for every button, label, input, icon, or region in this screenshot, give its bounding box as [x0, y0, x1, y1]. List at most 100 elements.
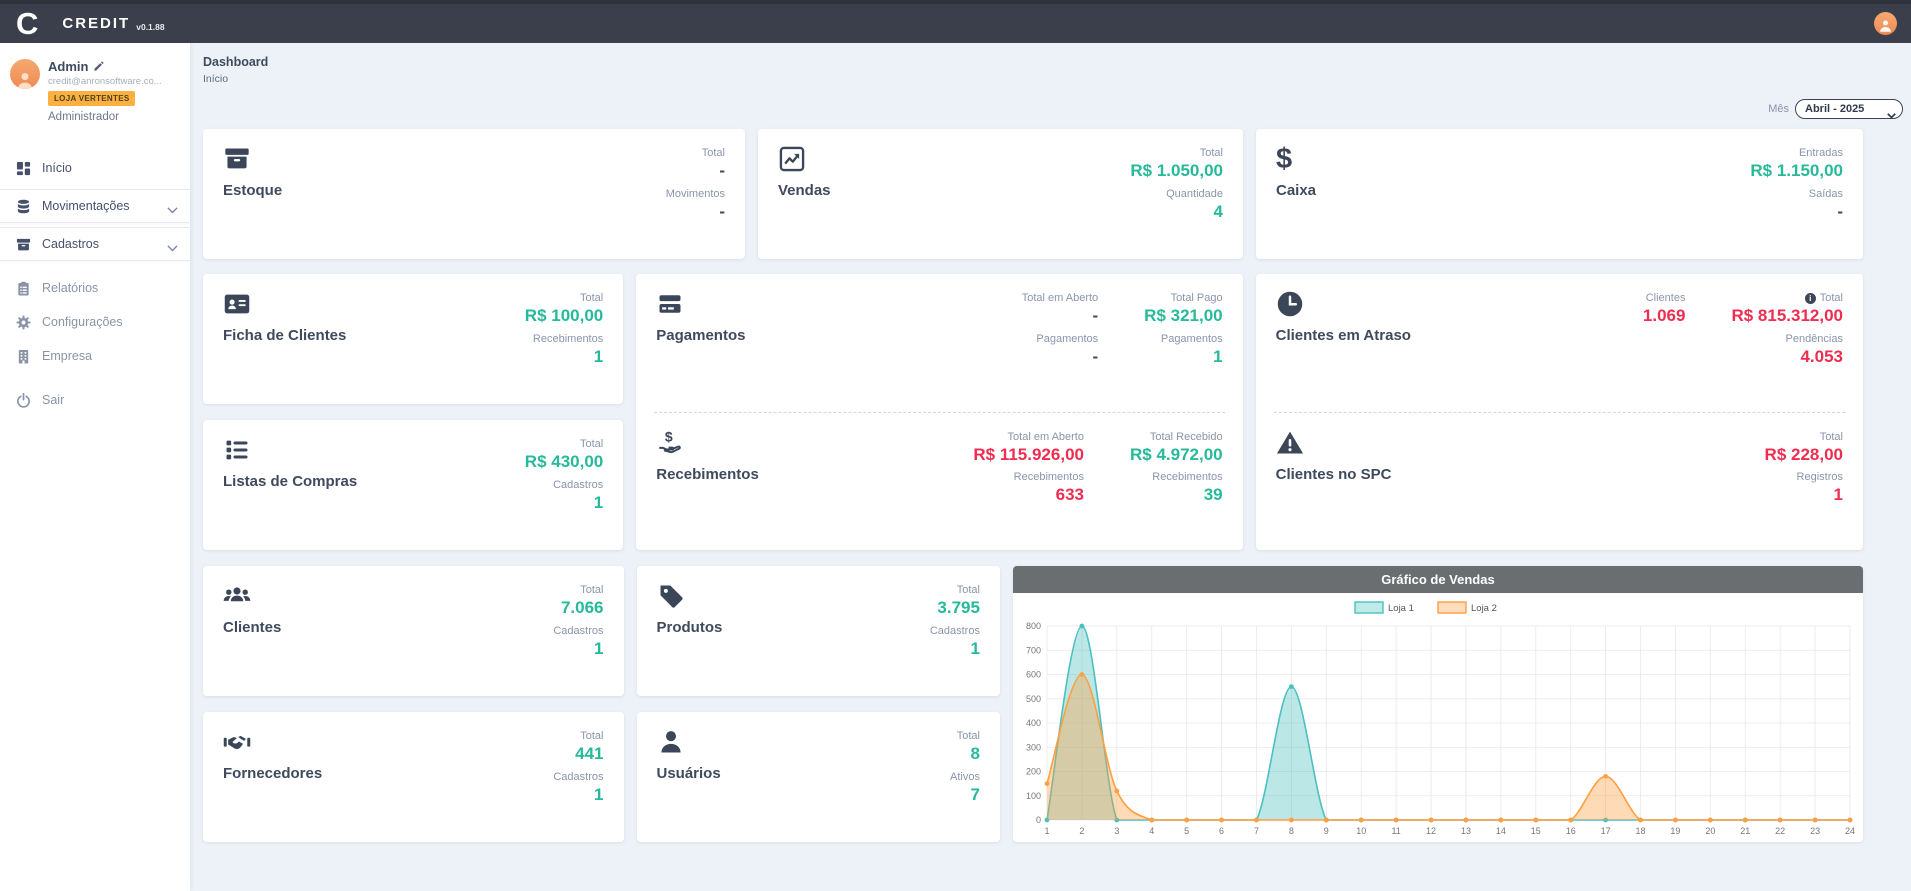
- svg-text:14: 14: [1496, 826, 1506, 836]
- stat-label: Total em Aberto: [1021, 292, 1099, 304]
- card-title: Listas de Compras: [223, 473, 358, 490]
- stat-value: -: [1092, 306, 1099, 325]
- stat-label: Total: [956, 730, 980, 742]
- stat-value: 39: [1203, 485, 1223, 505]
- svg-text:2: 2: [1079, 826, 1084, 836]
- app-version: v0.1.88: [136, 21, 165, 32]
- user-role: Administrador: [48, 111, 119, 123]
- divider: [1273, 411, 1845, 413]
- stat-label: Movimentos: [665, 187, 725, 200]
- sidebar-item-empresa[interactable]: Empresa: [0, 339, 190, 373]
- month-label: Mês: [1768, 103, 1789, 115]
- stat-label: Total: [580, 584, 604, 596]
- stat-value: 3.795: [937, 598, 980, 617]
- stat-value: 4.053: [1800, 346, 1843, 366]
- stat-label: Pendências: [1785, 332, 1844, 345]
- edit-pencil-icon[interactable]: [93, 61, 104, 72]
- stat-value: 4: [1213, 201, 1223, 221]
- stat-label: Cadastros: [553, 478, 604, 491]
- stat-value: R$ 228,00: [1764, 444, 1843, 464]
- stat-value: 1: [1213, 346, 1223, 366]
- grid-icon: [16, 161, 31, 176]
- svg-text:500: 500: [1026, 694, 1041, 704]
- stat-label: Total: [956, 584, 980, 596]
- tag-icon: [657, 582, 685, 610]
- svg-text:0: 0: [1036, 815, 1041, 825]
- stat-value: 633: [1055, 485, 1084, 505]
- avatar: [10, 59, 40, 89]
- card-listas-de-compras: Listas de Compras Total R$ 430,00 Cadast…: [203, 420, 624, 550]
- svg-text:7: 7: [1254, 826, 1259, 836]
- stat-value: R$ 430,00: [524, 452, 604, 471]
- card-estoque: Estoque Total - Movimentos -: [203, 129, 745, 259]
- svg-text:400: 400: [1026, 718, 1041, 728]
- user-icon: [657, 728, 685, 756]
- stat-value: R$ 1.050,00: [1130, 161, 1223, 180]
- stat-value: -: [719, 161, 725, 180]
- svg-text:5: 5: [1184, 826, 1189, 836]
- sidebar-item-label: Movimentações: [42, 199, 130, 213]
- svg-text:9: 9: [1324, 826, 1329, 836]
- sidebar-item-label: Cadastros: [42, 237, 99, 251]
- stat-value: 8: [970, 744, 980, 763]
- card-pagamentos-recebimentos: Pagamentos Total em Aberto - Pagamentos …: [636, 274, 1243, 551]
- card-title: Recebimentos: [656, 465, 759, 483]
- page-subtitle: Início: [203, 73, 229, 85]
- section-pagamentos: Pagamentos Total em Aberto - Pagamentos …: [636, 274, 1242, 412]
- svg-text:4: 4: [1149, 826, 1154, 836]
- sidebar-item-relatorios[interactable]: Relatórios: [0, 271, 190, 305]
- month-filter-row: Mês Abril - 2025: [203, 99, 1903, 119]
- topbar: C CREDIT v0.1.88: [0, 0, 1911, 43]
- stat-label: Recebimentos: [1152, 471, 1223, 484]
- chart-title: Gráfico de Vendas: [1012, 566, 1863, 593]
- stat-value: 441: [575, 744, 604, 763]
- section-recebimentos: $ Recebimentos Total em Aberto R$ 115.92…: [636, 413, 1242, 551]
- sidebar-item-label: Empresa: [42, 349, 93, 363]
- app-logo[interactable]: C: [16, 5, 39, 41]
- sidebar-item-cadastros[interactable]: Cadastros: [0, 227, 190, 261]
- stat-value: R$ 100,00: [524, 306, 604, 325]
- power-icon: [16, 392, 31, 408]
- svg-text:Loja 1: Loja 1: [1388, 603, 1414, 614]
- sidebar-item-sair[interactable]: Sair: [0, 383, 190, 417]
- info-icon[interactable]: i: [1804, 292, 1816, 304]
- svg-text:20: 20: [1705, 826, 1715, 836]
- stat-label: Cadastros: [553, 770, 604, 783]
- divider: [654, 411, 1225, 413]
- sidebar-item-inicio[interactable]: Início: [0, 151, 190, 185]
- sidebar-item-movimentacoes[interactable]: Movimentações: [0, 189, 190, 223]
- stat-value: 1: [1833, 485, 1843, 505]
- id-card-icon: [223, 290, 251, 318]
- sidebar-item-configuracoes[interactable]: Configurações: [0, 305, 190, 339]
- user-menu-avatar[interactable]: [1874, 12, 1897, 35]
- card-produtos: Produtos Total 3.795 Cadastros 1: [636, 566, 1000, 696]
- stat-label: Total Pago: [1170, 292, 1223, 304]
- stat-value: 1: [594, 784, 604, 804]
- card-title: Clientes em Atraso: [1275, 327, 1411, 344]
- svg-text:100: 100: [1026, 791, 1041, 801]
- chart-line-icon: [778, 145, 806, 173]
- month-select[interactable]: Abril - 2025: [1795, 99, 1903, 119]
- svg-text:23: 23: [1810, 826, 1820, 836]
- person-icon: [1880, 20, 1891, 32]
- card-caixa: $ Caixa Entradas R$ 1.150,00 Saídas -: [1256, 129, 1863, 259]
- stat-label: Total: [701, 147, 725, 159]
- dashboard-cards: Estoque Total - Movimentos - Vendas Tota…: [203, 129, 1863, 842]
- stat-value: -: [1837, 201, 1843, 221]
- page-title: Dashboard: [203, 55, 269, 69]
- card-title: Produtos: [656, 619, 723, 636]
- stat-label: Total: [1199, 147, 1223, 159]
- stat-value: 1: [593, 346, 604, 366]
- sidebar-item-label: Sair: [42, 393, 65, 407]
- svg-text:1: 1: [1044, 826, 1049, 836]
- card-title: Pagamentos: [656, 327, 746, 344]
- stat-label: Total: [1819, 430, 1843, 443]
- chevron-down-icon: [167, 203, 178, 214]
- main-content: Dashboard Início Mês Abril - 2025 Estoqu…: [190, 43, 1911, 891]
- svg-text:19: 19: [1670, 826, 1680, 836]
- stat-value: 1: [970, 638, 980, 658]
- svg-text:700: 700: [1026, 645, 1041, 655]
- svg-text:300: 300: [1026, 742, 1041, 752]
- stat-label: i Total: [1804, 292, 1843, 304]
